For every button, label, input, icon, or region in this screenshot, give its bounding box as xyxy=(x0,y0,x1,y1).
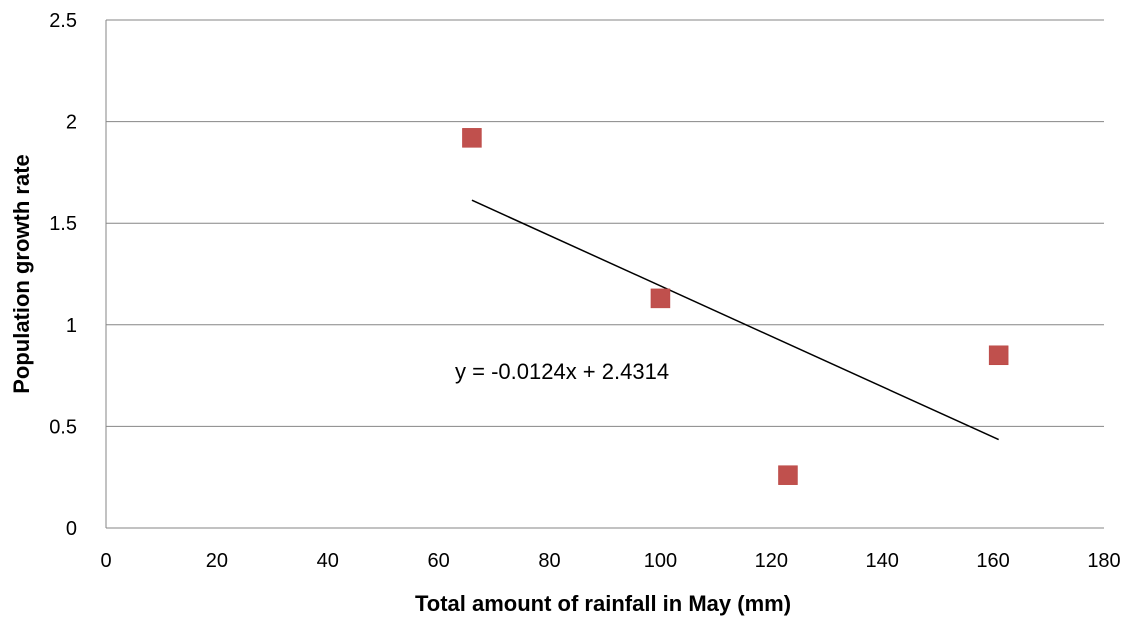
y-tick-label: 2.5 xyxy=(49,10,77,32)
x-tick-label: 120 xyxy=(755,550,788,572)
x-tick-label: 20 xyxy=(206,550,228,572)
y-tick-label: 2 xyxy=(66,112,77,134)
trendline xyxy=(471,199,999,441)
x-tick-label: 140 xyxy=(866,550,899,572)
data-point xyxy=(462,128,482,148)
y-tick-label: 0 xyxy=(66,518,77,540)
x-tick-label: 100 xyxy=(644,550,677,572)
trendline-equation: y = -0.0124x + 2.4314 xyxy=(455,359,669,384)
grid-lines xyxy=(106,19,1104,427)
y-tick-label: 1.5 xyxy=(49,213,77,235)
x-tick-label: 180 xyxy=(1087,550,1120,572)
x-tick-label: 60 xyxy=(428,550,450,572)
data-point xyxy=(650,288,671,309)
data-point xyxy=(778,465,798,485)
data-points xyxy=(462,128,1009,485)
x-tick-label: 160 xyxy=(976,550,1009,572)
x-tick-label: 80 xyxy=(538,550,560,572)
y-axis-title: Population growth rate xyxy=(9,154,34,394)
x-tick-label: 40 xyxy=(317,550,339,572)
data-point xyxy=(988,345,1009,366)
x-axis-title: Total amount of rainfall in May (mm) xyxy=(415,591,791,616)
x-tick-label: 0 xyxy=(100,550,111,572)
axes xyxy=(105,20,1104,529)
y-tick-label: 0.5 xyxy=(49,416,77,438)
trendline-group xyxy=(471,199,999,441)
tick-labels: 0 0.5 1 1.5 2 2.5 0 20 40 60 80 100 120 140 160 180 xyxy=(49,10,1121,572)
y-tick-label: 1 xyxy=(66,315,77,337)
